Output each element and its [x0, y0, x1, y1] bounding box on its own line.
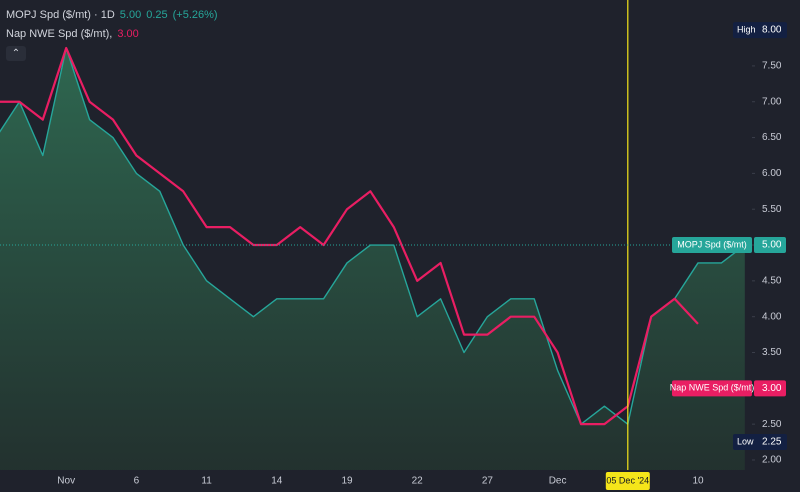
- high-tag-box: [733, 22, 787, 39]
- legend-title: Nap NWE Spd ($/mt),: [6, 27, 113, 40]
- low-tag-box: [733, 434, 787, 451]
- y-tick-label: 6.50: [762, 132, 782, 143]
- low-tag-label: 2.25: [762, 437, 782, 448]
- legend-change-pct: (+5.26%): [172, 8, 218, 21]
- plot: [0, 46, 746, 470]
- series-tag-name: MOPJ Spd ($/mt): [677, 239, 747, 249]
- high-tag-label: 8.00: [762, 25, 782, 36]
- x-tick-label: 11: [201, 476, 212, 487]
- price-tag-label: 5.00: [762, 240, 782, 251]
- y-tick-label: 6.00: [762, 168, 782, 179]
- low-tag-name: Low: [737, 436, 754, 446]
- series-tag-box: [672, 237, 752, 254]
- x-tick-label: Dec: [549, 476, 567, 487]
- area: [0, 48, 745, 470]
- legend-change: 0.25: [146, 8, 168, 21]
- y-tick-label: 7.50: [762, 61, 782, 72]
- legend-row: MOPJ Spd ($/mt) · 1D 5.00 0.25 (+5.26%): [6, 5, 218, 24]
- y-tick-label: 2.50: [762, 419, 782, 430]
- x-tick-label: 14: [271, 476, 283, 487]
- legend: MOPJ Spd ($/mt) · 1D 5.00 0.25 (+5.26%) …: [6, 5, 218, 61]
- crosshair-label-box: [605, 472, 650, 490]
- y-tick-label: 4.50: [762, 275, 782, 286]
- x-tick-label: 10: [692, 476, 704, 487]
- legend-value: 5.00: [119, 8, 142, 21]
- legend-value: 3.00: [117, 27, 139, 40]
- series-line: [0, 47, 746, 425]
- x-tick-label: 22: [412, 476, 424, 487]
- legend-title: MOPJ Spd ($/mt) · 1D: [6, 8, 115, 21]
- y-tick-label: 4.00: [762, 311, 782, 322]
- y-tick-label: 7.00: [762, 96, 782, 107]
- x-tick-label: 6: [134, 476, 140, 487]
- y-tick-label: 3.50: [762, 347, 782, 358]
- x-tick-label: 27: [482, 476, 494, 487]
- x-tick-label: 19: [341, 476, 353, 487]
- high-tag-name: High: [737, 24, 756, 34]
- x-tick-label: Nov: [57, 476, 75, 487]
- y-tick-label: 2.00: [762, 455, 782, 466]
- legend-row: Nap NWE Spd ($/mt), 3.00: [6, 24, 218, 43]
- series-tag-box: [672, 380, 752, 397]
- crosshair-label: 05 Dec '24: [606, 475, 649, 485]
- price-tag-box: [754, 237, 786, 254]
- y-tick-label: 5.50: [762, 204, 782, 215]
- price-tag-box: [754, 380, 786, 397]
- series-tag-name: Nap NWE Spd ($/mt): [670, 383, 755, 393]
- price-tag-label: 3.00: [762, 383, 782, 394]
- series-line: [0, 46, 699, 426]
- collapse-button[interactable]: ⌃: [6, 46, 26, 61]
